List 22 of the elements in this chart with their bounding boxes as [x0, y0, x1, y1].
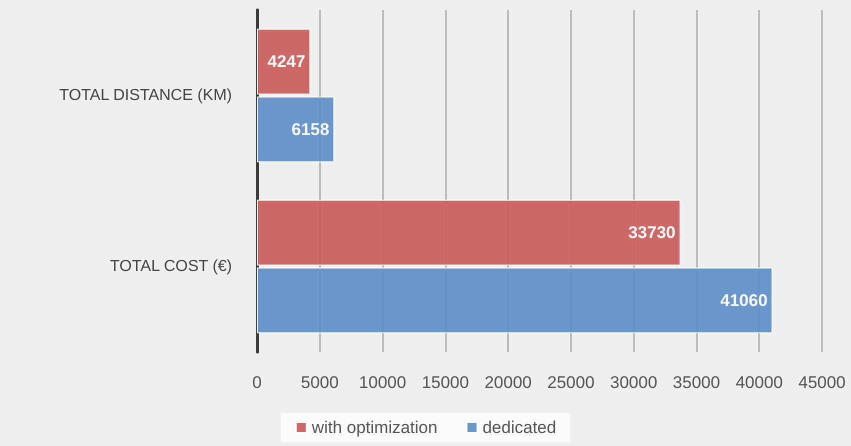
- data-label: 41060: [720, 290, 768, 310]
- bar: [257, 267, 773, 334]
- data-label: 4247: [267, 52, 306, 72]
- x-tick-label: 0: [252, 373, 262, 392]
- x-tick-label: 25000: [547, 373, 595, 392]
- x-tick-label: 45000: [798, 373, 846, 392]
- x-tick-label: 15000: [422, 373, 469, 392]
- legend-label: with optimization: [310, 418, 438, 437]
- x-tick-label: 10000: [358, 373, 406, 392]
- data-label: 6158: [291, 120, 330, 139]
- bar: [257, 28, 310, 95]
- x-tick-label: 20000: [484, 373, 532, 392]
- x-tick-label: 30000: [610, 373, 658, 392]
- x-tick-label: 35000: [672, 373, 720, 392]
- bar: [257, 96, 334, 162]
- data-label: 33730: [628, 223, 676, 242]
- bar: [257, 200, 680, 266]
- legend-label: dedicated: [482, 418, 556, 437]
- x-tick-label: 40000: [736, 373, 783, 392]
- y-tick-label: TOTAL COST (€): [110, 258, 232, 275]
- x-tick-label: 5000: [300, 373, 339, 392]
- y-tick-label: TOTAL DISTANCE (KM): [59, 87, 232, 104]
